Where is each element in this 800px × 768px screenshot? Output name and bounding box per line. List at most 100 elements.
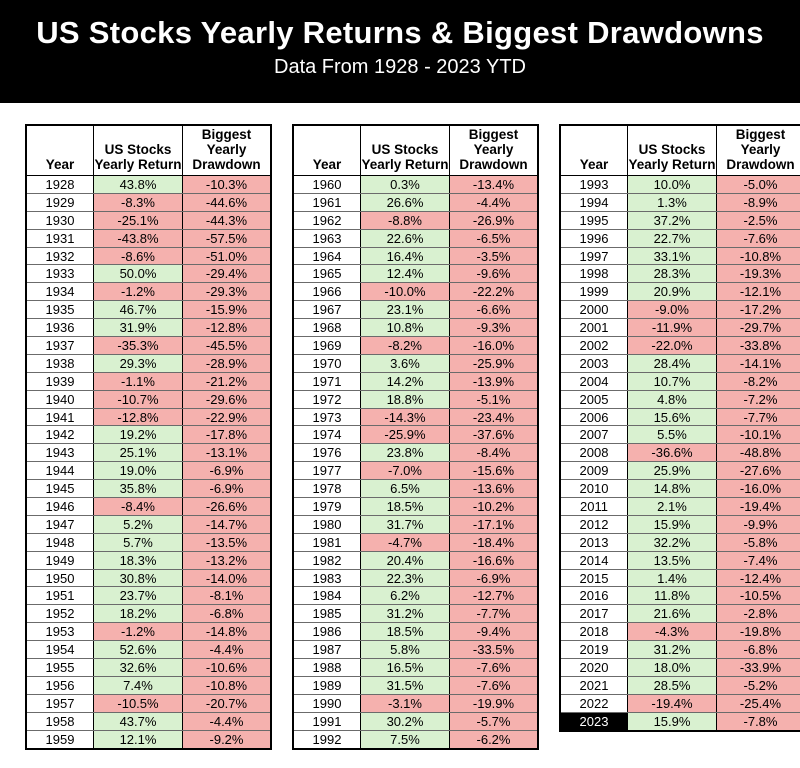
year-cell: 2002	[559, 336, 628, 355]
return-cell: 31.9%	[93, 318, 183, 338]
return-cell: 6.2%	[360, 586, 450, 606]
year-cell: 2021	[559, 675, 628, 695]
return-cell: -1.1%	[93, 371, 183, 391]
return-cell: 33.1%	[627, 246, 717, 266]
year-cell: 2007	[559, 425, 628, 445]
return-cell: 19.2%	[93, 425, 183, 445]
drawdown-cell: -10.1%	[716, 425, 800, 445]
year-cell: 1931	[25, 228, 94, 248]
drawdown-cell: -10.8%	[716, 246, 800, 266]
drawdown-cell: -15.6%	[449, 461, 539, 481]
table-row: 1946 -8.4% -26.6%	[25, 497, 272, 516]
return-cell: 23.1%	[360, 300, 450, 320]
drawdown-cell: -8.9%	[716, 192, 800, 212]
year-cell: 1987	[292, 640, 361, 660]
return-cell: 7.4%	[93, 675, 183, 695]
return-cell: 19.0%	[93, 461, 183, 481]
table-row: 1984 6.2% -12.7%	[292, 586, 539, 606]
year-cell: 1982	[292, 550, 361, 570]
return-cell: 5.8%	[360, 640, 450, 660]
table-row: 1976 23.8% -8.4%	[292, 443, 539, 463]
tables-container: Year US Stocks Yearly Return Biggest Yearl…	[0, 103, 800, 750]
year-cell: 1971	[292, 371, 361, 391]
table-row: 2022 -19.4% -25.4%	[559, 693, 800, 713]
return-cell: 28.3%	[627, 264, 717, 284]
drawdown-cell: -8.4%	[449, 443, 539, 463]
return-cell: 18.8%	[360, 389, 450, 409]
table-row: 1995 37.2% -2.5%	[559, 210, 800, 230]
return-cell: 22.6%	[360, 228, 450, 248]
return-cell: -35.3%	[93, 336, 183, 355]
return-cell: 11.8%	[627, 586, 717, 606]
year-cell: 1936	[25, 318, 94, 338]
drawdown-cell: -5.8%	[716, 532, 800, 552]
returns-table-1960-1992: Year US Stocks Yearly Return Biggest Yearl…	[292, 124, 539, 750]
table-row: 1992 7.5% -6.2%	[292, 729, 539, 750]
year-cell: 2005	[559, 389, 628, 409]
table-row: 1954 52.6% -4.4%	[25, 640, 272, 660]
year-cell: 2011	[559, 497, 628, 516]
year-cell: 1948	[25, 532, 94, 552]
return-cell: 25.9%	[627, 461, 717, 481]
return-cell: 6.5%	[360, 479, 450, 499]
year-cell: 1973	[292, 407, 361, 427]
table-row: 1942 19.2% -17.8%	[25, 425, 272, 445]
year-cell: 1942	[25, 425, 94, 445]
table-row: 1980 31.7% -17.1%	[292, 514, 539, 534]
return-cell: 18.3%	[93, 550, 183, 570]
table-row: 1929 -8.3% -44.6%	[25, 192, 272, 212]
table-row: 1930 -25.1% -44.3%	[25, 210, 272, 230]
table-row: 2013 32.2% -5.8%	[559, 532, 800, 552]
return-cell: 2.1%	[627, 497, 717, 516]
year-cell: 2012	[559, 514, 628, 534]
year-cell: 1941	[25, 407, 94, 427]
drawdown-cell: -57.5%	[182, 228, 272, 248]
drawdown-cell: -44.3%	[182, 210, 272, 230]
return-cell: 52.6%	[93, 640, 183, 660]
return-cell: -8.4%	[93, 497, 183, 516]
drawdown-cell: -12.1%	[716, 282, 800, 302]
return-cell: 18.0%	[627, 658, 717, 677]
table-row: 1966 -10.0% -22.2%	[292, 282, 539, 302]
column-header: Biggest Yearly Drawdown	[716, 124, 800, 176]
year-cell: 1928	[25, 175, 94, 194]
return-cell: -8.3%	[93, 192, 183, 212]
year-cell: 1974	[292, 425, 361, 445]
return-cell: -19.4%	[627, 693, 717, 713]
drawdown-cell: -7.6%	[716, 228, 800, 248]
return-cell: 15.9%	[627, 711, 717, 732]
year-cell: 1970	[292, 353, 361, 373]
year-cell: 1996	[559, 228, 628, 248]
year-cell: 1938	[25, 353, 94, 373]
drawdown-cell: -13.2%	[182, 550, 272, 570]
drawdown-cell: -28.9%	[182, 353, 272, 373]
drawdown-cell: -13.5%	[182, 532, 272, 552]
year-cell: 2001	[559, 318, 628, 338]
year-cell: 1991	[292, 711, 361, 731]
year-cell: 2022	[559, 693, 628, 713]
drawdown-cell: -48.8%	[716, 443, 800, 463]
table-row: 1989 31.5% -7.6%	[292, 675, 539, 695]
return-cell: 26.6%	[360, 192, 450, 212]
return-cell: -25.9%	[360, 425, 450, 445]
return-cell: -25.1%	[93, 210, 183, 230]
table-row: 1944 19.0% -6.9%	[25, 461, 272, 481]
year-cell: 1997	[559, 246, 628, 266]
drawdown-cell: -33.5%	[449, 640, 539, 660]
return-cell: -10.7%	[93, 389, 183, 409]
drawdown-cell: -19.8%	[716, 622, 800, 642]
return-cell: -36.6%	[627, 443, 717, 463]
column-header: Year	[25, 124, 94, 176]
drawdown-cell: -25.4%	[716, 693, 800, 713]
table-row: 1988 16.5% -7.6%	[292, 658, 539, 677]
table-row: 2018 -4.3% -19.8%	[559, 622, 800, 642]
table-row: 1985 31.2% -7.7%	[292, 604, 539, 624]
column-header: US Stocks Yearly Return	[360, 124, 450, 176]
table-row: 1968 10.8% -9.3%	[292, 318, 539, 338]
table-row: 1952 18.2% -6.8%	[25, 604, 272, 624]
table-row: 1933 50.0% -29.4%	[25, 264, 272, 284]
table-row: 1973 -14.3% -23.4%	[292, 407, 539, 427]
year-cell: 1983	[292, 568, 361, 588]
drawdown-cell: -7.7%	[449, 604, 539, 624]
title-banner: US Stocks Yearly Returns & Biggest Drawd…	[0, 0, 800, 103]
